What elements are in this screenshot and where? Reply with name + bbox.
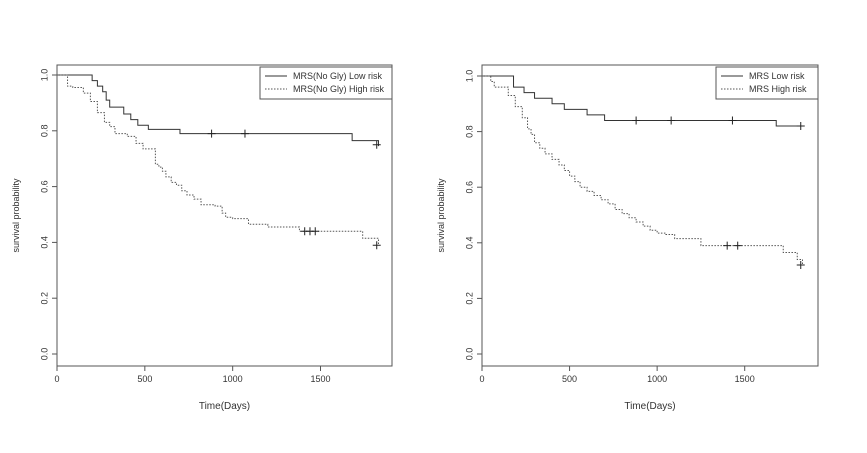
- x-tick-label: 1500: [310, 374, 330, 384]
- x-tick-label: 0: [54, 374, 59, 384]
- censor-mark: [723, 241, 732, 250]
- plot-frame: [56, 64, 393, 367]
- censor-mark: [667, 116, 676, 125]
- x-tick-label: 500: [562, 374, 577, 384]
- legend-entry: MRS(No Gly) High risk: [293, 84, 385, 94]
- y-tick-label: 0.6: [464, 181, 474, 194]
- censor-mark: [728, 116, 737, 125]
- legend-box: [715, 66, 819, 100]
- x-tick-label: 500: [137, 374, 152, 384]
- y-tick-label: 1.0: [464, 70, 474, 83]
- censor-mark: [372, 241, 381, 250]
- y-tick-label: 0.2: [464, 292, 474, 305]
- legend-entry: MRS(No Gly) Low risk: [293, 71, 383, 81]
- y-tick-label: 0.8: [39, 125, 49, 138]
- censor-mark: [240, 129, 249, 138]
- censor-mark: [372, 140, 381, 149]
- y-tick-label: 0.0: [464, 348, 474, 361]
- series-line-low-risk: [57, 74, 379, 147]
- x-axis-label: Time(Days): [199, 401, 250, 412]
- y-axis-label: survival probability: [11, 178, 21, 253]
- censor-mark: [796, 122, 805, 131]
- legend-entry: MRS Low risk: [749, 71, 805, 81]
- censor-mark: [796, 261, 805, 270]
- y-axis-label: survival probability: [436, 178, 446, 253]
- series-line-high-risk: [482, 75, 803, 266]
- censor-mark: [207, 129, 216, 138]
- legend-box: [259, 66, 393, 100]
- y-tick-label: 0.4: [464, 237, 474, 250]
- x-tick-label: 1000: [223, 374, 243, 384]
- y-tick-label: 0.2: [39, 292, 49, 305]
- legend-entry: MRS High risk: [749, 84, 807, 94]
- y-tick-label: 0.4: [39, 236, 49, 249]
- left-survival-plot: 0 500 1000 1500 0.0 0.2 0.4 0.6 0.8 1.0 Time(Days)…: [11, 64, 393, 412]
- plot-frame: [481, 64, 819, 367]
- x-tick-label: 1000: [647, 374, 667, 384]
- censor-mark: [311, 227, 320, 236]
- x-tick-label: 1500: [735, 374, 755, 384]
- legend: MRS Low risk MRS High risk: [715, 66, 819, 100]
- y-tick-label: 0.8: [464, 125, 474, 138]
- y-tick-label: 0.6: [39, 180, 49, 193]
- x-tick-label: 0: [479, 374, 484, 384]
- y-tick-label: 0.0: [39, 348, 49, 361]
- censor-mark: [733, 241, 742, 250]
- y-tick-label: 1.0: [39, 69, 49, 82]
- legend: MRS(No Gly) Low risk MRS(No Gly) High ris…: [259, 66, 393, 100]
- x-axis-label: Time(Days): [624, 401, 675, 412]
- right-survival-plot: 0 500 1000 1500 0.0 0.2 0.4 0.6 0.8 1.0 Time(Days)…: [436, 64, 819, 412]
- series-line-high-risk: [57, 74, 379, 246]
- censor-mark: [632, 116, 641, 125]
